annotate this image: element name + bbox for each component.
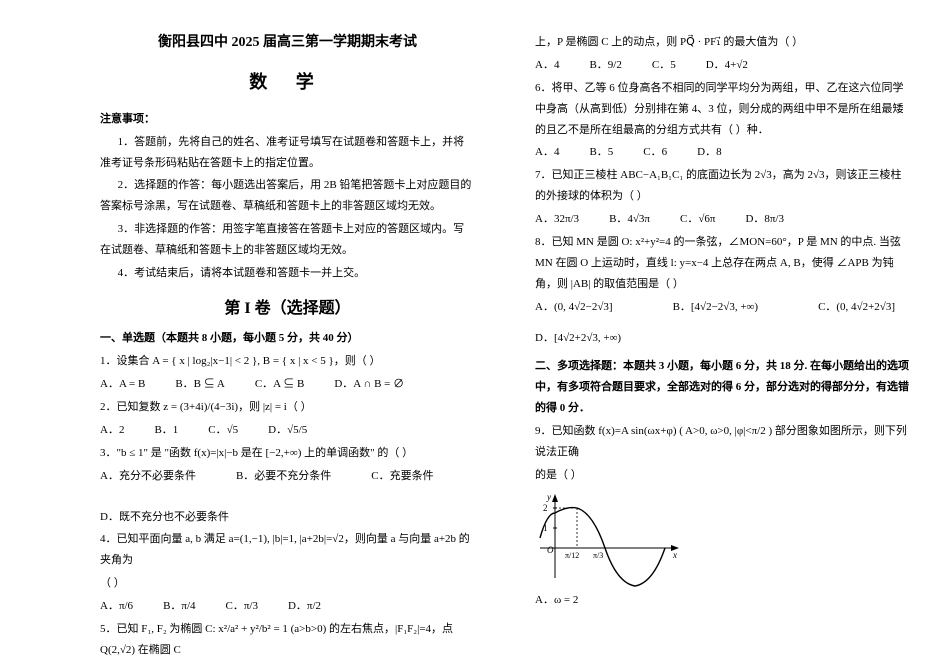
svg-text:2: 2 xyxy=(543,503,548,513)
svg-text:π/3: π/3 xyxy=(593,551,603,560)
q1-opt-a: A．A = B xyxy=(100,374,145,395)
q2-opt-d: D．√5/5 xyxy=(268,420,307,441)
q9-graph: O x y 2 1 π/12 π/3 xyxy=(535,488,685,588)
q4-opt-b: B．π/4 xyxy=(163,596,195,617)
notice-line: 4．考试结束后，请将本试题卷和答题卡一并上交。 xyxy=(100,263,475,284)
q6-opt-c: C．6 xyxy=(643,142,667,163)
q3-opt-b: B．必要不充分条件 xyxy=(236,466,331,487)
q5-stem: 5．已知 F₁, F₂ 为椭圆 C: x²/a² + y²/b² = 1 (a>… xyxy=(100,619,475,661)
svg-text:O: O xyxy=(547,545,554,555)
q9-cont: 的是（ ） xyxy=(535,465,910,486)
q4-opt-c: C．π/3 xyxy=(226,596,258,617)
q7-opt-b: B．4√3π xyxy=(609,209,650,230)
q4-options: A．π/6 B．π/4 C．π/3 D．π/2 xyxy=(100,596,475,617)
q9-opt-a: A．ω = 2 xyxy=(535,590,910,611)
q3-stem: 3．"b ≤ 1" 是 "函数 f(x)=|x|−b 是在 [−2,+∞) 上的… xyxy=(100,443,475,464)
notice-line: 1．答题前，先将自己的姓名、准考证号填写在试题卷和答题卡上，并将准考证号条形码粘… xyxy=(100,132,475,174)
q7-stem: 7．已知正三棱柱 ABC−A₁B₁C₁ 的底面边长为 2√3，高为 2√3，则该… xyxy=(535,165,910,207)
q8-options: A．(0, 4√2−2√3] B．[4√2−2√3, +∞) C．(0, 4√2… xyxy=(535,297,910,349)
q3-opt-a: A．充分不必要条件 xyxy=(100,466,196,487)
svg-text:y: y xyxy=(546,492,551,502)
subject-heading: 数 学 xyxy=(100,65,475,99)
q6-stem: 6．将甲、乙等 6 位身高各不相同的同学平均分为两组，甲、乙在这六位同学中身高（… xyxy=(535,78,910,141)
q5-opt-a: A．4 xyxy=(535,55,559,76)
q1-opt-d: D．A ∩ B = ∅ xyxy=(334,374,404,395)
q4-stem: 4．已知平面向量 a, b 满足 a=(1,−1), |b|=1, |a+2b|… xyxy=(100,529,475,571)
section2-heading: 二、多项选择题：本题共 3 小题，每小题 6 分，共 18 分. 在每小题给出的… xyxy=(535,356,910,419)
q7-opt-d: D．8π/3 xyxy=(745,209,784,230)
notice-heading: 注意事项： xyxy=(100,109,475,130)
q8-opt-d: D．[4√2+2√3, +∞) xyxy=(535,328,621,349)
q6-options: A．4 B．5 C．6 D．8 xyxy=(535,142,910,163)
school-title: 衡阳县四中 2025 届高三第一学期期末考试 xyxy=(100,30,475,57)
exam-page: 衡阳县四中 2025 届高三第一学期期末考试 数 学 注意事项： 1．答题前，先… xyxy=(0,0,950,663)
q2-opt-a: A．2 xyxy=(100,420,124,441)
q4-opt-d: D．π/2 xyxy=(288,596,321,617)
q2-opt-b: B．1 xyxy=(154,420,178,441)
q3-opt-c: C．充要条件 xyxy=(371,466,433,487)
q1-opt-c: C．A ⊆ B xyxy=(255,374,305,395)
part1-title: 第 I 卷（选择题） xyxy=(100,294,475,324)
q4-paren: （ ） xyxy=(100,573,475,594)
q6-opt-b: B．5 xyxy=(589,142,613,163)
q3-options: A．充分不必要条件 B．必要不充分条件 C．充要条件 D．既不充分也不必要条件 xyxy=(100,466,475,528)
q1-opt-b: B．B ⊆ A xyxy=(175,374,225,395)
q3-opt-d: D．既不充分也不必要条件 xyxy=(100,507,229,528)
section1-heading: 一、单选题（本题共 8 小题，每小题 5 分，共 40 分） xyxy=(100,328,475,349)
q8-opt-b: B．[4√2−2√3, +∞) xyxy=(673,297,759,318)
q5-options: A．4 B．9/2 C．5 D．4+√2 xyxy=(535,55,910,76)
q7-options: A．32π/3 B．4√3π C．√6π D．8π/3 xyxy=(535,209,910,230)
right-column: 上，P 是椭圆 C 上的动点，则 PQ⃗ · PF₁⃗ 的最大值为（ ） A．4… xyxy=(535,30,910,663)
svg-text:x: x xyxy=(672,550,677,560)
q2-opt-c: C．√5 xyxy=(208,420,238,441)
q1-options: A．A = B B．B ⊆ A C．A ⊆ B D．A ∩ B = ∅ xyxy=(100,374,475,395)
q4-opt-a: A．π/6 xyxy=(100,596,133,617)
notice-block: 注意事项： 1．答题前，先将自己的姓名、准考证号填写在试题卷和答题卡上，并将准考… xyxy=(100,109,475,284)
q8-opt-c: C．(0, 4√2+2√3] xyxy=(818,297,895,318)
q2-stem: 2．已知复数 z = (3+4i)/(4−3i)，则 |z| = i（ ） xyxy=(100,397,475,418)
q7-opt-a: A．32π/3 xyxy=(535,209,579,230)
q8-stem: 8．已知 MN 是圆 O: x²+y²=4 的一条弦，∠MON=60°，P 是 … xyxy=(535,232,910,295)
q5-opt-b: B．9/2 xyxy=(589,55,621,76)
q9-stem: 9．已知函数 f(x)=A sin(ωx+φ) ( A>0, ω>0, |φ|<… xyxy=(535,421,910,463)
q6-opt-a: A．4 xyxy=(535,142,559,163)
notice-line: 2．选择题的作答：每小题选出答案后，用 2B 铅笔把答题卡上对应题目的答案标号涂… xyxy=(100,175,475,217)
q5-opt-d: D．4+√2 xyxy=(706,55,748,76)
q8-opt-a: A．(0, 4√2−2√3] xyxy=(535,297,613,318)
svg-text:π/12: π/12 xyxy=(565,551,579,560)
q6-opt-d: D．8 xyxy=(697,142,721,163)
q1-stem: 1．设集合 A = { x | log₂|x−1| < 2 }, B = { x… xyxy=(100,351,475,372)
q2-options: A．2 B．1 C．√5 D．√5/5 xyxy=(100,420,475,441)
q5-opt-c: C．5 xyxy=(652,55,676,76)
left-column: 衡阳县四中 2025 届高三第一学期期末考试 数 学 注意事项： 1．答题前，先… xyxy=(100,30,475,663)
q5-cont: 上，P 是椭圆 C 上的动点，则 PQ⃗ · PF₁⃗ 的最大值为（ ） xyxy=(535,32,910,53)
notice-line: 3．非选择题的作答：用签字笔直接答在答题卡上对应的答题区域内。写在试题卷、草稿纸… xyxy=(100,219,475,261)
q7-opt-c: C．√6π xyxy=(680,209,715,230)
